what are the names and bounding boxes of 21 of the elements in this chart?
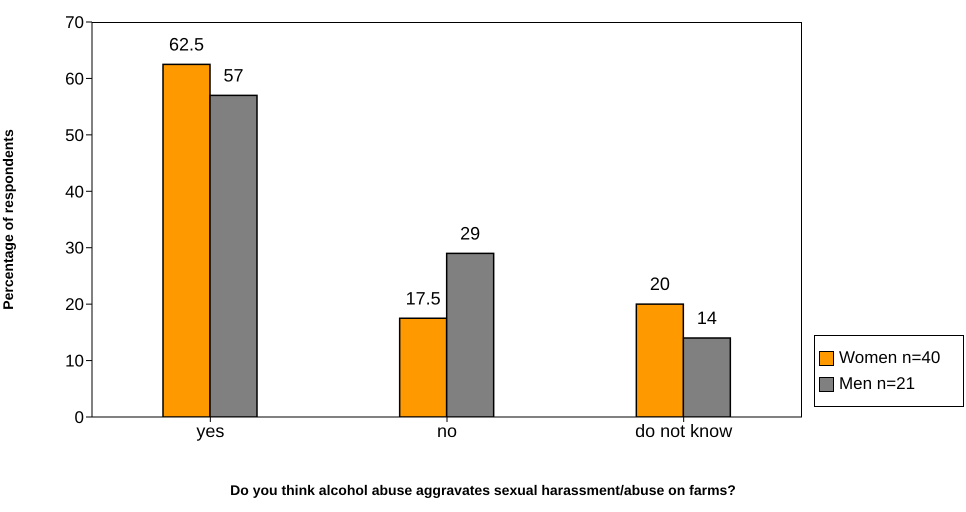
x-tick-label: yes: [196, 420, 224, 441]
y-tick-label: 40: [65, 182, 84, 202]
y-axis-title: Percentage of respondents: [0, 129, 16, 310]
y-tick-label: 30: [65, 238, 84, 258]
x-tick-label: do not know: [635, 420, 734, 441]
data-label: 57: [223, 65, 244, 86]
data-label: 17.5: [406, 288, 441, 308]
y-tick-label: 70: [65, 13, 84, 32]
y-tick-label: 60: [65, 69, 84, 88]
x-tick-label: no: [436, 420, 458, 441]
legend-label: Men n=21: [839, 374, 916, 394]
y-tick-label: 10: [65, 352, 84, 371]
data-label: 62.5: [168, 34, 204, 54]
data-label: 14: [696, 308, 717, 328]
y-tick-label: 20: [65, 295, 84, 314]
data-label: 20: [650, 274, 670, 294]
legend-label: Women n=40: [839, 348, 940, 368]
y-tick-label: 0: [74, 408, 84, 428]
data-label: 29: [460, 223, 480, 244]
x-axis-title: Do you think alcohol abuse aggravates sexual harassment/abuse on farms?: [229, 482, 737, 498]
y-tick-label: 50: [65, 126, 84, 145]
